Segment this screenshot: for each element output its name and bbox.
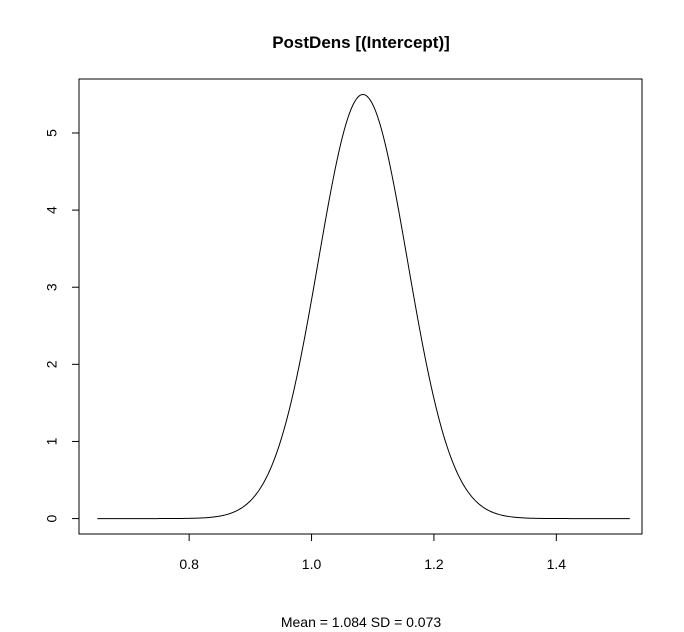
x-axis-label: Mean = 1.084 SD = 0.073 (281, 614, 442, 630)
y-tick-label: 0 (44, 514, 60, 522)
y-tick-label: 2 (44, 360, 60, 368)
x-tick-label: 0.8 (179, 556, 199, 572)
plot-frame (78, 78, 643, 535)
density-curve-line (97, 93, 630, 520)
x-tick-label: 1.4 (547, 556, 567, 572)
x-axis: 0.8 1.0 1.2 1.4 (179, 533, 567, 572)
y-tick-label: 4 (44, 206, 60, 214)
y-tick-label: 1 (44, 437, 60, 445)
chart-title: PostDens [(Intercept)] (272, 33, 450, 52)
x-tick-label: 1.2 (424, 556, 444, 572)
y-axis: 0 1 2 3 4 5 (44, 129, 80, 522)
y-tick-label: 3 (44, 283, 60, 291)
x-tick-label: 1.0 (302, 556, 322, 572)
y-tick-label: 5 (44, 129, 60, 137)
